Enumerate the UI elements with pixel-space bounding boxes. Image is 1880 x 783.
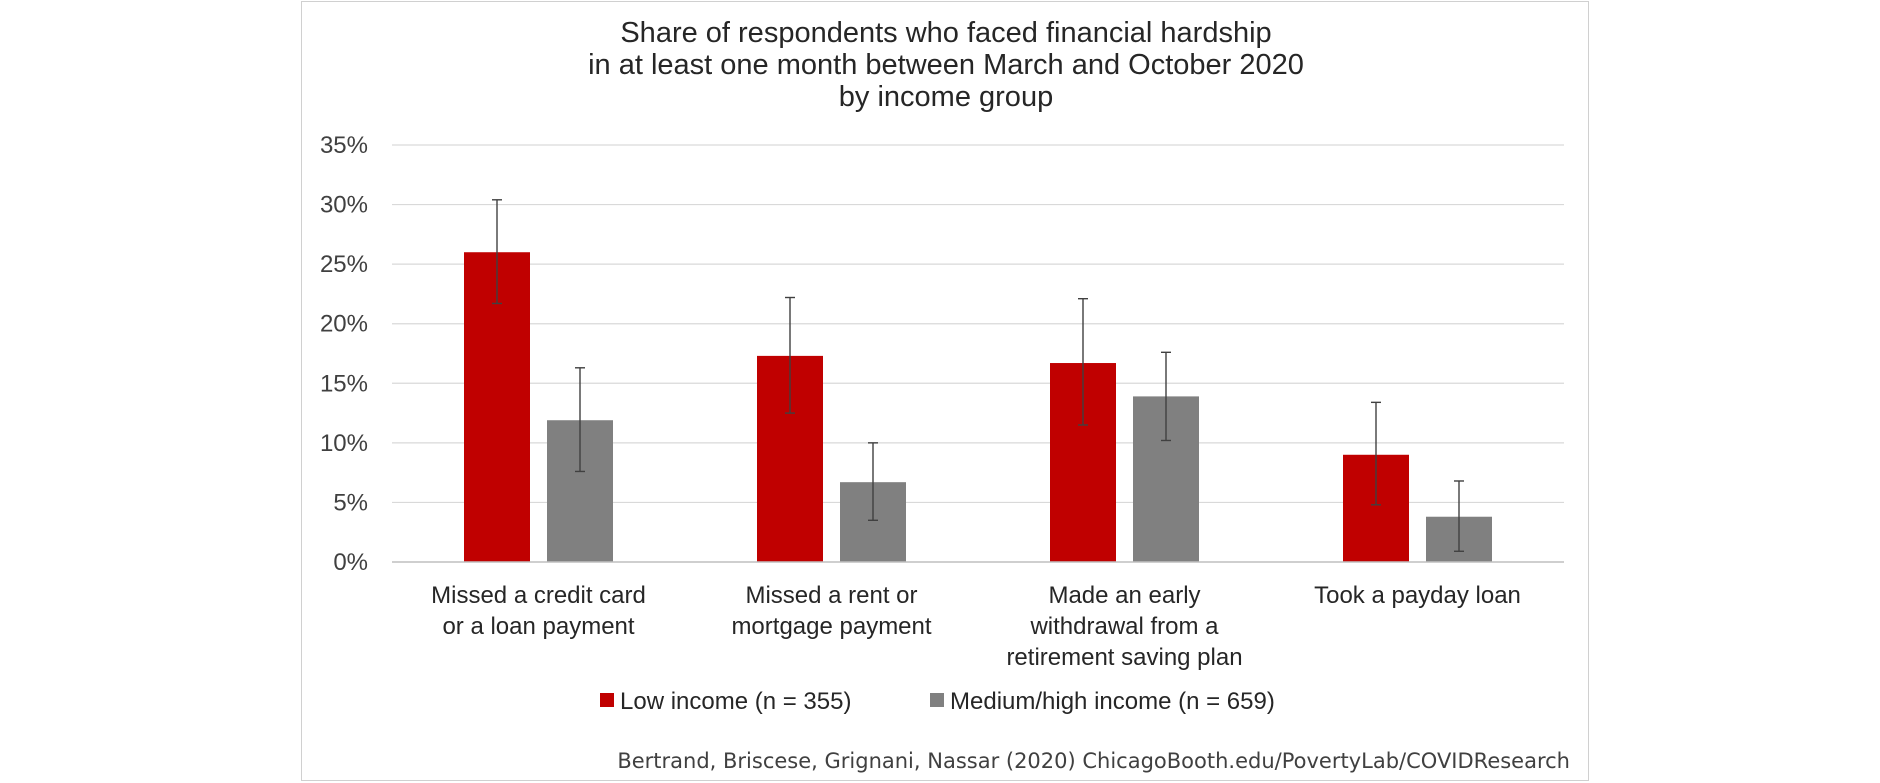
- legend-label: Low income (n = 355): [620, 688, 851, 715]
- x-category-label: Missed a rent or: [745, 582, 917, 609]
- x-category-label: Made an early: [1048, 582, 1200, 609]
- y-tick-label: 20%: [320, 311, 368, 338]
- legend-swatch: [600, 693, 614, 707]
- x-category-label: retirement saving plan: [1006, 644, 1242, 671]
- error-bars: [492, 199, 1464, 552]
- x-category-label: withdrawal from a: [1029, 613, 1219, 640]
- y-tick-label: 5%: [333, 489, 368, 516]
- chart-title: Share of respondents who faced financial…: [588, 17, 1304, 113]
- x-axis-category-labels: Missed a credit card or a loan payment Mis…: [431, 582, 1521, 671]
- y-tick-label: 35%: [320, 132, 368, 159]
- x-category-label: Missed a credit card: [431, 582, 646, 609]
- legend-swatch: [930, 693, 944, 707]
- y-tick-label: 15%: [320, 370, 368, 397]
- legend: Low income (n = 355) Medium/high income (…: [600, 688, 1275, 715]
- chart-title-line: Share of respondents who faced financial…: [620, 17, 1271, 49]
- bars: [464, 252, 1492, 562]
- bar-chart: Share of respondents who faced financial…: [320, 17, 1570, 773]
- y-tick-label: 25%: [320, 251, 368, 278]
- x-category-label: or a loan payment: [442, 613, 634, 640]
- chart-title-line: in at least one month between March and …: [588, 49, 1304, 81]
- x-category-label: mortgage payment: [731, 613, 931, 640]
- y-tick-label: 30%: [320, 192, 368, 219]
- chart-frame: Share of respondents who faced financial…: [301, 1, 1589, 781]
- y-axis-ticks: 0% 5% 10% 15% 20% 25% 30% 35%: [320, 132, 368, 576]
- legend-label: Medium/high income (n = 659): [950, 688, 1275, 715]
- x-category-label: Took a payday loan: [1314, 582, 1521, 609]
- y-tick-label: 10%: [320, 430, 368, 457]
- chart-title-line: by income group: [839, 81, 1053, 113]
- source-note: Bertrand, Briscese, Grignani, Nassar (20…: [617, 749, 1570, 773]
- y-tick-label: 0%: [333, 549, 368, 576]
